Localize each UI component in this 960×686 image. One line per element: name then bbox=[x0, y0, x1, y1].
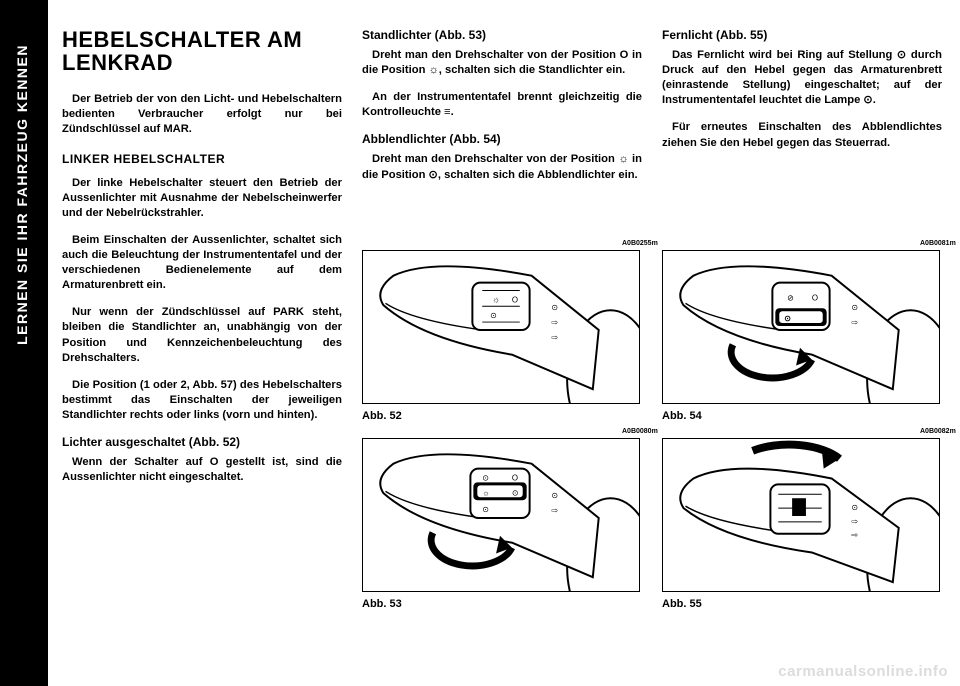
figure-53: ⊙ O ☼ ⊙ ⊙ ⊙ ⇨ bbox=[362, 438, 640, 592]
svg-text:⇨: ⇨ bbox=[851, 318, 858, 327]
svg-text:⇨: ⇨ bbox=[551, 318, 558, 327]
svg-text:☼: ☼ bbox=[482, 488, 489, 497]
figure-label: Abb. 54 bbox=[662, 410, 702, 422]
column-2: Standlichter (Abb. 53) Dreht man den Dre… bbox=[362, 28, 642, 195]
heading-3: Standlichter (Abb. 53) bbox=[362, 28, 642, 42]
figure-label: Abb. 52 bbox=[362, 410, 402, 422]
paragraph: Die Position (1 oder 2, Abb. 57) des Heb… bbox=[62, 378, 342, 423]
h1-line1: HEBELSCHALTER AM bbox=[62, 27, 302, 52]
svg-text:⇨: ⇨ bbox=[551, 506, 558, 515]
stalk-illustration-icon: ⊙ O ☼ ⊙ ⊙ ⊙ ⇨ bbox=[363, 439, 639, 591]
svg-text:⊙: ⊙ bbox=[490, 311, 497, 320]
column-3: Fernlicht (Abb. 55) Das Fernlicht wird b… bbox=[662, 28, 942, 163]
figure-label: Abb. 55 bbox=[662, 598, 702, 610]
figure-54: ⊘ O ⊙ ⊙ ⇨ bbox=[662, 250, 940, 404]
svg-text:⊙: ⊙ bbox=[482, 505, 489, 514]
stalk-illustration-icon: ⊙ ⇨ ⇨ bbox=[663, 439, 939, 591]
paragraph: Nur wenn der Zündschlüssel auf PARK steh… bbox=[62, 305, 342, 365]
svg-text:⇨: ⇨ bbox=[551, 333, 558, 342]
spine-label: LERNEN SIE IHR FAHRZEUG KENNEN bbox=[14, 44, 30, 345]
svg-text:⊙: ⊙ bbox=[851, 303, 858, 312]
svg-text:O: O bbox=[512, 473, 518, 482]
paragraph: Für erneutes Einschalten des Abblendlich… bbox=[662, 120, 942, 150]
figure-label: Abb. 53 bbox=[362, 598, 402, 610]
paragraph: Wenn der Schalter auf O gestellt ist, si… bbox=[62, 455, 342, 485]
page-number: 42 bbox=[9, 642, 40, 674]
heading-1: HEBELSCHALTER AM LENKRAD bbox=[62, 28, 342, 74]
heading-2: LINKER HEBELSCHALTER bbox=[62, 152, 342, 166]
page: LERNEN SIE IHR FAHRZEUG KENNEN 42 HEBELS… bbox=[0, 0, 960, 686]
svg-text:⊙: ⊙ bbox=[551, 491, 558, 500]
figure-55: ⊙ ⇨ ⇨ bbox=[662, 438, 940, 592]
heading-3: Lichter ausgeschaltet (Abb. 52) bbox=[62, 435, 342, 449]
svg-text:⊙: ⊙ bbox=[851, 503, 858, 512]
svg-text:⊙: ⊙ bbox=[784, 314, 791, 323]
figure-code: A0B0080m bbox=[622, 428, 658, 435]
watermark: carmanualsonline.info bbox=[778, 663, 948, 680]
svg-text:⇨: ⇨ bbox=[851, 531, 858, 540]
paragraph: Der Betrieb der von den Licht- und Hebel… bbox=[62, 92, 342, 137]
stalk-illustration-icon: ⊘ O ⊙ ⊙ ⇨ bbox=[663, 251, 939, 403]
figure-code: A0B0081m bbox=[920, 240, 956, 247]
svg-text:O: O bbox=[812, 293, 818, 302]
paragraph: Der linke Hebelschalter steuert den Betr… bbox=[62, 176, 342, 221]
content-area: HEBELSCHALTER AM LENKRAD Der Betrieb der… bbox=[62, 28, 940, 666]
spine: LERNEN SIE IHR FAHRZEUG KENNEN bbox=[0, 0, 48, 686]
paragraph: Das Fernlicht wird bei Ring auf Stellung… bbox=[662, 48, 942, 108]
figure-code: A0B0255m bbox=[622, 240, 658, 247]
column-1: HEBELSCHALTER AM LENKRAD Der Betrieb der… bbox=[62, 28, 342, 497]
figure-code: A0B0082m bbox=[920, 428, 956, 435]
figure-52: ☼ O ⊙ ⊙ ⇨ ⇨ bbox=[362, 250, 640, 404]
svg-text:⊙: ⊙ bbox=[551, 303, 558, 312]
paragraph: Dreht man den Drehschalter von der Posit… bbox=[362, 48, 642, 78]
stalk-illustration-icon: ☼ O ⊙ ⊙ ⇨ ⇨ bbox=[363, 251, 639, 403]
svg-text:⊙: ⊙ bbox=[482, 473, 489, 482]
svg-text:⊘: ⊘ bbox=[787, 293, 794, 302]
heading-3: Fernlicht (Abb. 55) bbox=[662, 28, 942, 42]
paragraph: Beim Einschalten der Aussenlichter, scha… bbox=[62, 233, 342, 293]
svg-text:⇨: ⇨ bbox=[851, 517, 858, 526]
svg-text:O: O bbox=[512, 295, 518, 304]
h1-line2: LENKRAD bbox=[62, 50, 173, 75]
svg-text:☼: ☼ bbox=[492, 294, 500, 304]
paragraph: Dreht man den Drehschalter von der Posit… bbox=[362, 152, 642, 182]
svg-text:⊙: ⊙ bbox=[512, 488, 519, 497]
paragraph: An der Instrumententafel brennt gleichze… bbox=[362, 90, 642, 120]
heading-3: Abblendlichter (Abb. 54) bbox=[362, 132, 642, 146]
